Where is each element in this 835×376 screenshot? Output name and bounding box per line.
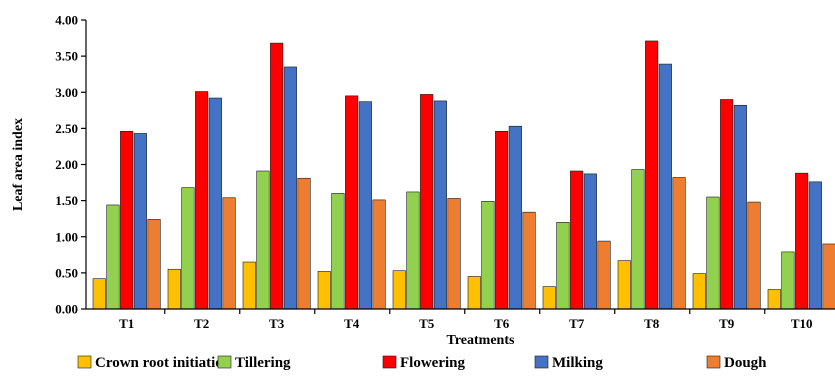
y-tick-label: 2.50 bbox=[55, 121, 78, 136]
bar-t8-1 bbox=[617, 260, 631, 310]
y-tick-label: 2.00 bbox=[55, 157, 78, 172]
bar-t8-3 bbox=[645, 40, 659, 310]
bar-t9-5 bbox=[747, 201, 761, 310]
bar-t9-3 bbox=[720, 99, 734, 310]
x-axis-title: Treatments bbox=[447, 333, 515, 348]
legend-swatch bbox=[217, 355, 232, 369]
bar-t10-5 bbox=[822, 243, 835, 310]
bar-t8-2 bbox=[631, 169, 645, 310]
bar-t5-1 bbox=[392, 270, 406, 310]
bar-t10-3 bbox=[795, 172, 809, 310]
legend-label: Milking bbox=[552, 355, 603, 371]
bar-t3-3 bbox=[270, 42, 284, 310]
bar-t9-1 bbox=[692, 273, 706, 310]
y-axis-title: Leaf area index bbox=[11, 118, 26, 211]
bar-t1-2 bbox=[106, 204, 120, 310]
x-tick-label: T9 bbox=[719, 316, 735, 331]
x-tick-label: T8 bbox=[644, 316, 660, 331]
bar-t7-3 bbox=[570, 170, 584, 310]
bar-t3-2 bbox=[256, 170, 270, 310]
bar-t1-5 bbox=[147, 219, 161, 310]
legend-label: Dough bbox=[724, 355, 767, 371]
y-tick-label: 0.00 bbox=[55, 302, 78, 317]
bar-t8-5 bbox=[672, 177, 686, 310]
bar-t3-4 bbox=[283, 66, 297, 310]
bar-t8-4 bbox=[658, 63, 672, 310]
x-tick-label: T2 bbox=[194, 316, 209, 331]
bar-t2-4 bbox=[208, 97, 222, 310]
x-tick-label: T10 bbox=[791, 316, 813, 331]
y-tick-label: 0.50 bbox=[55, 265, 78, 280]
y-tick-label: 1.00 bbox=[55, 229, 78, 244]
x-tick-label: T3 bbox=[269, 316, 285, 331]
bar-t9-2 bbox=[706, 196, 720, 310]
y-tick-label: 4.00 bbox=[55, 13, 78, 28]
bar-t6-4 bbox=[508, 125, 522, 310]
bar-t6-3 bbox=[495, 130, 509, 310]
bar-t5-5 bbox=[447, 198, 461, 310]
bar-t1-3 bbox=[120, 130, 134, 310]
bar-t6-5 bbox=[522, 211, 536, 310]
bar-t5-2 bbox=[406, 191, 420, 310]
bar-t4-4 bbox=[358, 101, 372, 310]
bar-t5-3 bbox=[420, 94, 434, 310]
x-tick-label: T1 bbox=[119, 316, 134, 331]
legend-label: Tillering bbox=[235, 355, 291, 371]
bar-t10-4 bbox=[808, 181, 822, 310]
legend-label: Flowering bbox=[400, 355, 465, 371]
bar-t4-2 bbox=[331, 193, 345, 310]
y-tick-label: 1.50 bbox=[55, 193, 78, 208]
bar-t7-5 bbox=[597, 240, 611, 310]
x-tick-label: T4 bbox=[344, 316, 360, 331]
bar-t9-4 bbox=[733, 104, 747, 310]
bars-group bbox=[92, 40, 835, 310]
bar-t4-5 bbox=[372, 199, 386, 310]
bar-t6-1 bbox=[467, 276, 481, 310]
legend: Crown root initiation Tillering Flowering M… bbox=[77, 355, 767, 371]
bar-t3-1 bbox=[242, 261, 256, 310]
legend-swatch bbox=[382, 355, 397, 369]
bar-t3-5 bbox=[297, 177, 311, 310]
bar-t5-4 bbox=[433, 100, 447, 310]
bar-t2-3 bbox=[195, 91, 209, 310]
legend-swatch bbox=[77, 355, 92, 369]
legend-label: Crown root initiation bbox=[95, 355, 232, 371]
bar-t4-1 bbox=[317, 271, 331, 310]
x-tick-label: T7 bbox=[569, 316, 585, 331]
legend-swatch bbox=[706, 355, 721, 369]
bar-t2-2 bbox=[181, 187, 195, 310]
bar-t10-1 bbox=[767, 289, 781, 310]
bar-t6-2 bbox=[481, 201, 495, 310]
bar-t1-4 bbox=[133, 133, 147, 310]
bar-t4-3 bbox=[345, 95, 359, 310]
bar-t7-4 bbox=[583, 173, 597, 310]
y-tick-label: 3.50 bbox=[55, 49, 78, 64]
bar-t2-5 bbox=[222, 197, 236, 310]
bar-t7-2 bbox=[556, 222, 570, 310]
bar-t2-1 bbox=[167, 268, 181, 310]
bar-t10-2 bbox=[781, 251, 795, 310]
legend-swatch bbox=[534, 355, 549, 369]
bar-t7-1 bbox=[542, 286, 556, 310]
y-tick-label: 3.00 bbox=[55, 85, 78, 100]
x-ticks-group: T1 T2 T3 T4 T5 T6 T7 T8 T9 T10 bbox=[119, 309, 812, 331]
x-tick-label: T5 bbox=[419, 316, 435, 331]
y-ticks-group: 0.00 0.50 1.00 1.50 2.00 2.50 3.00 3.50 4.00 bbox=[55, 13, 86, 317]
bar-t1-1 bbox=[92, 278, 106, 310]
x-tick-label: T6 bbox=[494, 316, 510, 331]
